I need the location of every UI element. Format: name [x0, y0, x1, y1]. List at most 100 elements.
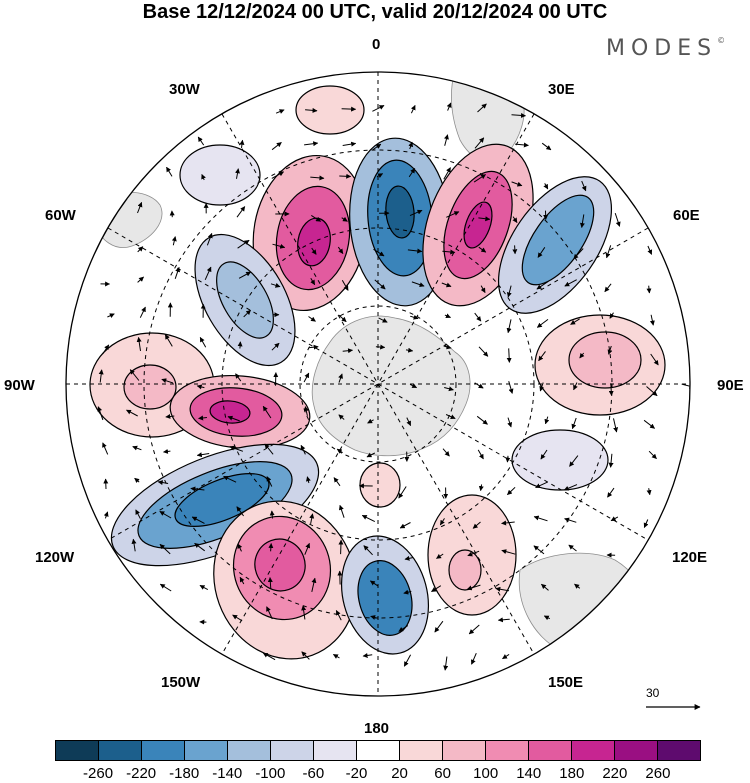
wind-arrow — [476, 415, 488, 425]
colorbar-tick-label: -60 — [302, 765, 325, 782]
wind-arrow — [541, 583, 549, 591]
wind-arrow — [579, 214, 585, 228]
wind-arrow — [131, 538, 137, 552]
wind-arrow — [512, 216, 518, 224]
wind-arrow — [515, 142, 529, 148]
anomaly-cell-5 — [534, 314, 666, 416]
wind-arrow — [434, 620, 444, 633]
wind-arrow — [608, 383, 614, 396]
wind-arrow — [443, 167, 451, 180]
wind-arrow — [236, 206, 246, 218]
anomaly-cell-10 — [213, 500, 357, 660]
wind-arrow — [502, 653, 510, 660]
colorbar-swatch — [572, 741, 615, 760]
wind-arrow — [609, 312, 615, 319]
wind-arrow — [649, 314, 655, 326]
wind-arrow — [311, 214, 322, 222]
wind-arrow — [474, 312, 482, 322]
wind-arrow — [361, 514, 376, 523]
wind-arrow — [223, 475, 237, 483]
wind-arrow — [271, 142, 282, 151]
colorbar-tick-label: 140 — [516, 765, 542, 782]
wind-arrow — [468, 624, 480, 635]
wind-arrow — [196, 384, 205, 390]
lon-label-30e: 30E — [548, 81, 575, 98]
wind-arrow — [646, 285, 652, 294]
wind-arrow — [137, 276, 144, 283]
wind-arrow — [103, 511, 109, 519]
wind-arrow — [372, 105, 385, 112]
wind-arrow — [199, 584, 209, 591]
wind-arrow — [646, 488, 652, 496]
colorbar-tick-label: -140 — [212, 765, 243, 782]
wind-arrow — [129, 369, 140, 381]
wind-arrow — [563, 484, 578, 491]
wind-arrow — [275, 109, 285, 114]
wind-arrow — [607, 345, 613, 355]
wind-arrow — [537, 247, 546, 258]
wind-arrow — [98, 369, 104, 383]
wind-arrow — [533, 515, 548, 522]
wind-arrow — [237, 543, 243, 552]
wind-arrow — [366, 452, 376, 458]
lon-label-120e: 120E — [672, 549, 708, 566]
wind-arrow — [507, 486, 516, 496]
wind-arrow — [648, 450, 657, 460]
wind-arrow — [237, 341, 243, 349]
wind-arrow — [166, 166, 173, 177]
wind-arrow — [161, 378, 174, 384]
colorbar-tick-label: 180 — [559, 765, 585, 782]
wind-arrow — [536, 280, 549, 290]
wind-arrow — [338, 414, 345, 420]
wind-arrow — [605, 245, 612, 259]
wind-arrow — [403, 589, 412, 595]
reference-vector-label: 30 — [646, 686, 660, 700]
wind-arrow — [370, 615, 377, 620]
lon-label-60e: 60E — [673, 207, 700, 224]
wind-arrow — [478, 484, 484, 492]
wind-arrow — [579, 352, 585, 359]
wind-arrow — [270, 282, 281, 288]
wind-arrow — [137, 201, 143, 214]
colorbar-swatch — [615, 741, 658, 760]
wind-arrow — [477, 449, 484, 460]
wind-arrow — [477, 103, 487, 113]
wind-arrow — [239, 139, 245, 148]
wind-arrow — [174, 266, 181, 279]
wind-arrow — [405, 347, 414, 353]
lon-label-150e: 150E — [548, 674, 584, 691]
wind-arrow — [398, 486, 407, 499]
wind-arrow — [581, 180, 587, 192]
wind-arrow — [446, 102, 452, 111]
wind-arrow — [239, 576, 245, 585]
colorbar-swatch — [658, 741, 700, 760]
wind-arrow — [341, 216, 348, 222]
wind-arrow — [614, 212, 621, 227]
wind-arrow — [445, 414, 456, 420]
colorbar-swatch — [486, 741, 529, 760]
lon-label-30w: 30W — [169, 81, 200, 98]
wind-arrow — [134, 477, 140, 484]
pressure-anomaly-contours — [89, 85, 666, 660]
wind-arrow — [512, 245, 518, 255]
wind-arrow — [264, 443, 274, 455]
wind-arrow — [132, 445, 142, 451]
wind-arrow — [505, 455, 511, 463]
wind-arrow — [267, 577, 273, 590]
colorbar-tick-label: 220 — [602, 765, 628, 782]
wind-arrow — [536, 318, 549, 328]
wind-arrow — [507, 417, 513, 428]
lon-label-90w: 90W — [4, 377, 35, 394]
wind-arrow — [363, 545, 373, 556]
wind-arrow — [304, 141, 319, 147]
wind-arrow — [411, 281, 425, 287]
anomaly-cell-9 — [110, 443, 320, 567]
wind-arrow — [508, 381, 514, 394]
wind-arrow — [399, 522, 411, 529]
wind-arrow — [137, 246, 144, 253]
wind-arrow — [608, 453, 614, 468]
anomaly-cell-14 — [359, 462, 401, 508]
wind-arrow — [408, 141, 413, 150]
wind-vectors — [97, 102, 690, 671]
wind-arrow — [227, 415, 240, 422]
